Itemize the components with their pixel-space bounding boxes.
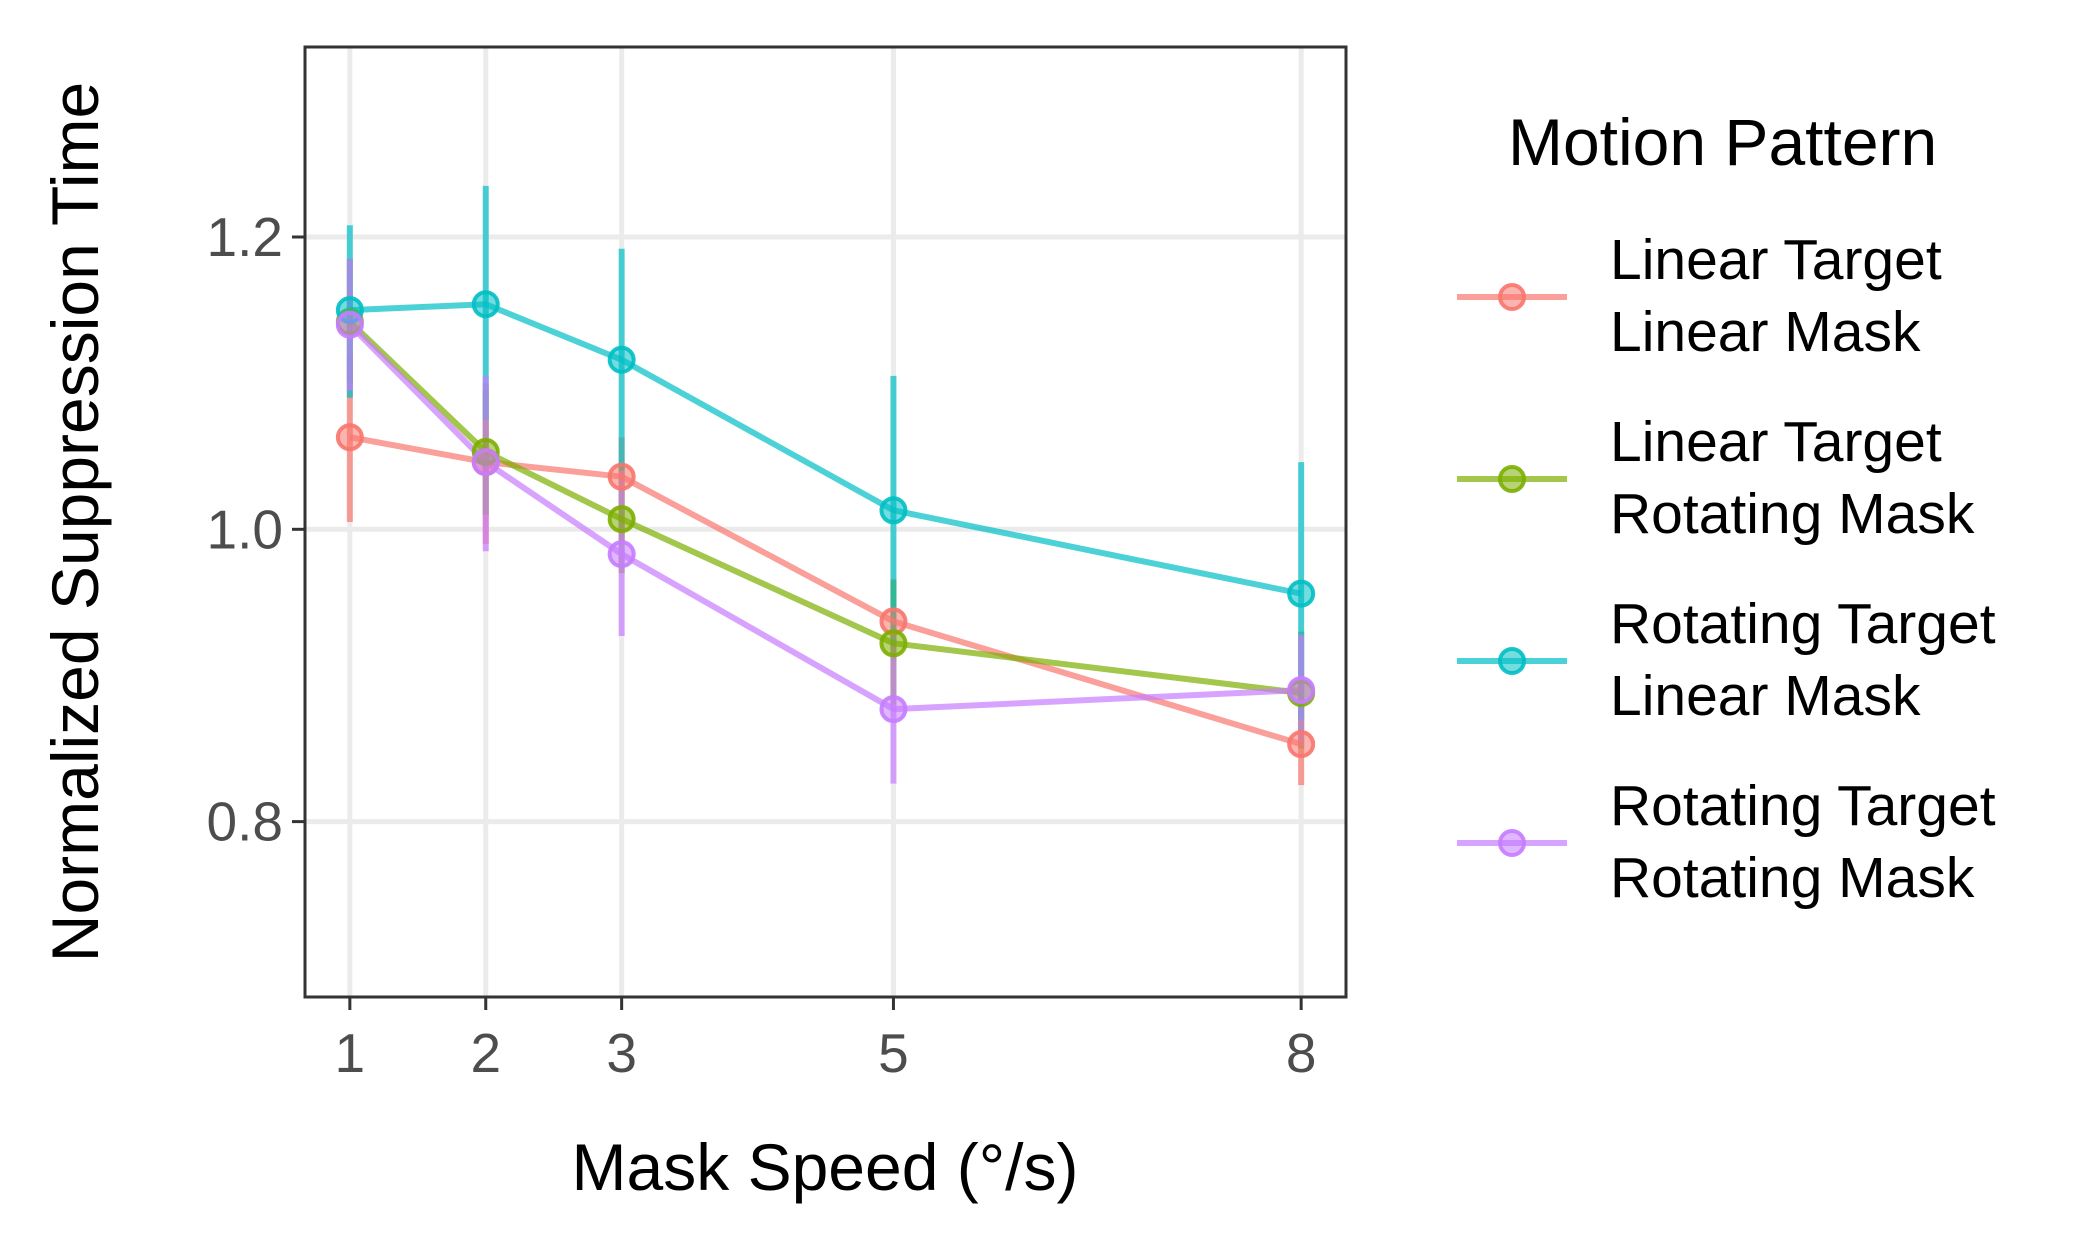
legend-title: Motion Pattern [1508,105,1937,179]
data-point [335,310,364,339]
legend-point [1498,465,1526,493]
y-tick-label: 0.8 [207,791,283,853]
legend-label: Linear Mask [1610,664,1921,728]
x-tick-label: 8 [1286,1022,1317,1084]
legend-label: Linear Target [1610,228,1942,292]
data-point [879,629,908,658]
x-axis-title: Mask Speed (°/s) [572,1130,1079,1204]
legend-item-4: Rotating Target Rotating Mask [1457,774,1996,910]
plot-panel-border [303,45,1348,999]
legend-label: Linear Mask [1610,300,1921,364]
legend-label: Rotating Mask [1610,482,1975,546]
y-tick-label: 1.0 [207,498,283,560]
data-point [1287,676,1316,705]
x-tick-label: 3 [606,1022,637,1084]
legend-item-2: Linear Target Rotating Mask [1457,410,1975,546]
legend-point [1498,283,1526,311]
axes: 1 2 3 5 8 0.8 1.0 1.2 [207,206,1317,1084]
y-axis-title: Normalized Suppression Time [38,82,112,962]
data-point [335,423,364,452]
data-point [879,695,908,724]
data-point [471,290,500,319]
data-point [607,345,636,374]
data-point [607,505,636,534]
legend-label: Rotating Mask [1610,846,1975,910]
x-tick-label: 1 [335,1022,366,1084]
data-point [471,448,500,477]
x-tick-label: 5 [878,1022,909,1084]
data-point [1287,579,1316,608]
y-tick-label: 1.2 [207,206,283,268]
legend-label: Linear Target [1610,410,1942,474]
data-point [879,496,908,525]
x-tick-label: 2 [470,1022,501,1084]
legend-label: Rotating Target [1610,774,1996,838]
data-point [1287,730,1316,759]
series-points [335,290,1316,759]
legend-item-3: Rotating Target Linear Mask [1457,592,1996,728]
data-point [607,540,636,569]
legend-point [1498,647,1526,675]
legend-item-1: Linear Target Linear Mask [1457,228,1942,364]
legend-label: Rotating Target [1610,592,1996,656]
data-point [607,462,636,491]
legend-point [1498,829,1526,857]
